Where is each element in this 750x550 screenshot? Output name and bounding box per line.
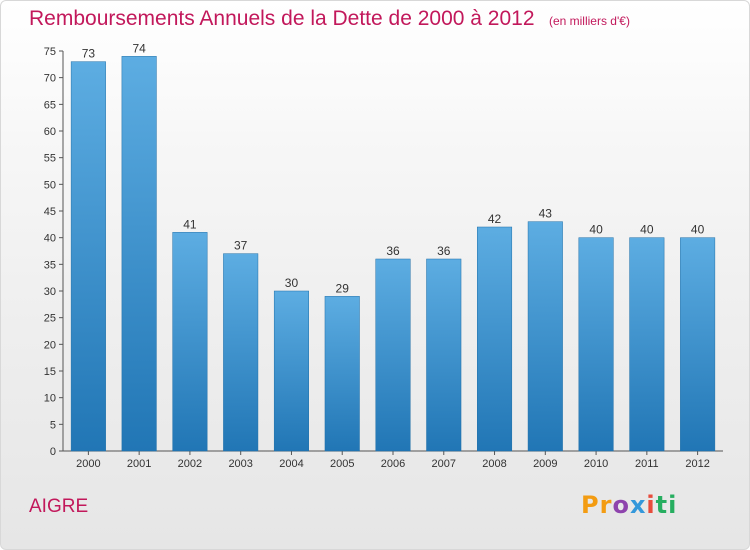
bar-2012[interactable] <box>680 237 716 452</box>
y-tick-label: 75 <box>44 46 56 58</box>
bar-2003[interactable] <box>223 253 259 452</box>
logo-part: x <box>629 491 647 519</box>
y-tick-label: 40 <box>44 233 56 245</box>
x-tick-label: 2003 <box>228 458 252 470</box>
data-label: 43 <box>539 207 553 221</box>
x-tick-label: 2008 <box>482 458 506 470</box>
chart-subtitle: (en milliers d'€) <box>548 14 630 28</box>
x-tick-label: 2000 <box>76 458 100 470</box>
y-tick-label: 70 <box>44 73 56 85</box>
y-tick-label: 50 <box>44 179 56 191</box>
x-tick-label: 2001 <box>127 458 151 470</box>
title-row: Remboursements Annuels de la Dette de 20… <box>29 7 630 31</box>
x-tick-label: 2009 <box>533 458 557 470</box>
data-label: 37 <box>234 239 248 253</box>
bar-2008[interactable] <box>477 226 513 452</box>
y-tick-label: 65 <box>44 99 56 111</box>
x-tick-label: 2004 <box>279 458 303 470</box>
x-tick-label: 2005 <box>330 458 354 470</box>
x-tick-label: 2006 <box>381 458 405 470</box>
bar-2007[interactable] <box>426 258 462 452</box>
data-label: 42 <box>488 212 502 226</box>
data-label: 40 <box>589 223 603 237</box>
logo-part: Pr <box>581 491 613 519</box>
labels-layer: 2000 73 2001 74 2002 41 2003 37 2004 30 2005 29 2006… <box>76 41 710 470</box>
data-label: 36 <box>437 244 451 258</box>
y-tick-label: 45 <box>44 206 56 218</box>
y-tick-label: 5 <box>50 419 56 431</box>
proxiti-logo[interactable]: Proxiti <box>581 491 677 519</box>
y-tick-label: 0 <box>50 446 56 458</box>
x-tick-label: 2002 <box>178 458 202 470</box>
bars-layer <box>70 56 716 452</box>
bar-2002[interactable] <box>172 232 208 452</box>
x-tick-label: 2007 <box>432 458 456 470</box>
logo-part: i <box>646 491 656 519</box>
logo-part: o <box>612 491 630 519</box>
chart-title: Remboursements Annuels de la Dette de 20… <box>29 7 535 30</box>
bar-2001[interactable] <box>121 56 157 452</box>
y-tick-label: 10 <box>44 393 56 405</box>
y-tick-label: 15 <box>44 366 56 378</box>
x-tick-label: 2011 <box>635 458 659 470</box>
data-label: 36 <box>386 244 400 258</box>
y-tick-label: 60 <box>44 126 56 138</box>
data-label: 74 <box>132 41 146 55</box>
bar-2005[interactable] <box>324 296 360 452</box>
data-label: 40 <box>640 223 654 237</box>
y-tick-label: 35 <box>44 259 56 271</box>
y-tick-label: 20 <box>44 339 56 351</box>
x-tick-label: 2012 <box>685 458 709 470</box>
y-tick-label: 55 <box>44 153 56 165</box>
bar-2006[interactable] <box>375 258 411 452</box>
bar-2009[interactable] <box>527 221 563 452</box>
data-label: 41 <box>183 217 197 231</box>
data-label: 73 <box>82 47 96 61</box>
y-tick-label: 25 <box>44 313 56 325</box>
x-tick-label: 2010 <box>584 458 608 470</box>
bar-2010[interactable] <box>578 237 614 452</box>
bar-2011[interactable] <box>629 237 665 452</box>
bar-2004[interactable] <box>273 290 309 452</box>
logo-part: ti <box>655 491 678 519</box>
bar-2000[interactable] <box>70 61 106 452</box>
y-tick-label: 30 <box>44 286 56 298</box>
data-label: 40 <box>691 223 705 237</box>
data-label: 30 <box>285 276 299 290</box>
place-name: AIGRE <box>29 496 89 517</box>
data-label: 29 <box>336 281 350 295</box>
